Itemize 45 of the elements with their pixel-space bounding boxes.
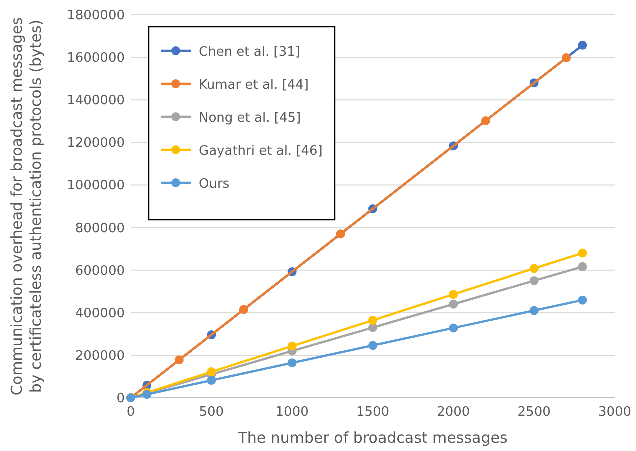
point bbox=[578, 262, 588, 272]
point bbox=[207, 368, 216, 377]
y-tick-label: 400000 bbox=[75, 306, 125, 322]
x-axis-title: The number of broadcast messages bbox=[237, 429, 508, 447]
point bbox=[288, 358, 297, 368]
legend-label: Gayathri et al. [46] bbox=[199, 144, 323, 159]
point bbox=[449, 300, 458, 309]
y-tick-label: 200000 bbox=[75, 348, 125, 364]
y-tick-label: 0 bbox=[116, 392, 125, 406]
x-tick-label: 1500 bbox=[356, 405, 390, 420]
y-axis-title: Communication overhead for broadcast messages by certificateless authentication protocols (bytes) bbox=[8, 17, 45, 396]
point bbox=[578, 248, 588, 258]
y-tick-label: 1200000 bbox=[67, 136, 125, 152]
point bbox=[578, 40, 588, 50]
x-tick-label: 2000 bbox=[437, 405, 470, 420]
y-tick-label: 1600000 bbox=[67, 51, 125, 66]
legend-label: Ours bbox=[199, 177, 230, 192]
y-tick-label: 1400000 bbox=[67, 94, 125, 109]
legend-label: Kumar et al. [44] bbox=[199, 78, 309, 93]
point bbox=[530, 264, 539, 274]
point bbox=[449, 324, 458, 333]
point bbox=[207, 376, 216, 386]
point bbox=[449, 290, 458, 300]
x-tick-label: 0 bbox=[126, 405, 136, 420]
point bbox=[239, 305, 248, 314]
legend-label: Chen et al. [31] bbox=[199, 45, 300, 60]
y-tick-label: 800000 bbox=[75, 221, 125, 236]
y-tick-label: 1000000 bbox=[67, 178, 125, 194]
point bbox=[174, 356, 184, 365]
point bbox=[481, 116, 490, 126]
point bbox=[530, 276, 539, 286]
x-tick-label: 1000 bbox=[276, 405, 309, 420]
point bbox=[336, 230, 346, 239]
point bbox=[368, 341, 378, 350]
point bbox=[530, 306, 539, 316]
y-tick-label: 600000 bbox=[75, 264, 125, 279]
x-tick-label: 500 bbox=[199, 405, 224, 420]
point bbox=[368, 316, 378, 326]
x-tick-label: 3000 bbox=[598, 405, 632, 420]
point bbox=[578, 296, 588, 305]
x-tick-label: 2500 bbox=[518, 405, 551, 420]
y-tick-label: 1800000 bbox=[67, 8, 125, 24]
point bbox=[562, 53, 572, 62]
legend-label: Nong et al. [45] bbox=[199, 111, 302, 126]
point bbox=[288, 342, 297, 351]
